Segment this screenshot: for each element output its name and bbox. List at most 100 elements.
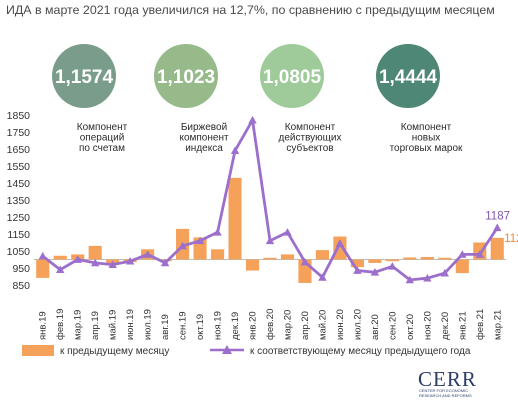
line-point bbox=[300, 257, 310, 266]
x-tick-label: апр.20 bbox=[300, 311, 311, 340]
line-point bbox=[283, 228, 292, 236]
logo-text: CERR bbox=[418, 367, 477, 391]
component-value: 1,1023 bbox=[157, 67, 215, 88]
line-point bbox=[318, 273, 327, 281]
line-point bbox=[73, 255, 82, 263]
bar bbox=[315, 250, 329, 260]
component-label-line: индекса bbox=[185, 143, 223, 154]
component-label-line: Компонент bbox=[77, 122, 128, 133]
bar-end-label: 1127 bbox=[504, 233, 518, 245]
line-point bbox=[108, 260, 117, 268]
bar bbox=[490, 237, 504, 260]
component-value: 1,4444 bbox=[379, 67, 438, 88]
x-tick-label: июн.19 bbox=[125, 309, 136, 340]
line-point bbox=[213, 228, 222, 236]
bar bbox=[333, 236, 347, 260]
line-point bbox=[160, 258, 170, 267]
x-tick-label: апр.19 bbox=[90, 311, 101, 340]
legend-triangle-marker bbox=[222, 345, 232, 354]
bar bbox=[350, 259, 364, 268]
x-tick-label: фев.20 bbox=[265, 309, 276, 340]
line-point bbox=[405, 275, 415, 284]
component-bubble bbox=[376, 44, 440, 108]
bar bbox=[245, 259, 260, 271]
y-tick-label: 1150 bbox=[7, 229, 30, 241]
x-tick-label: янв.20 bbox=[248, 311, 259, 340]
bar bbox=[420, 256, 434, 260]
x-tick-label: ноя.19 bbox=[213, 311, 224, 340]
line-point bbox=[370, 268, 380, 276]
component-bubble bbox=[260, 44, 324, 108]
y-tick-label: 1550 bbox=[7, 161, 31, 173]
component-label-line: Компонент bbox=[401, 122, 452, 133]
bar bbox=[280, 254, 295, 260]
y-tick-label: 1450 bbox=[7, 178, 31, 190]
line-point bbox=[353, 266, 362, 274]
component-bubble bbox=[154, 44, 218, 108]
bar bbox=[263, 257, 277, 260]
bar bbox=[228, 177, 242, 260]
component-label-line: действующих bbox=[279, 133, 342, 144]
x-tick-label: мар.19 bbox=[73, 310, 84, 340]
line-point bbox=[423, 274, 432, 282]
x-tick-label: июл.19 bbox=[143, 309, 154, 340]
y-tick-label: 1650 bbox=[7, 144, 31, 156]
logo-subtext-2: RESEARCH AND REFORMS bbox=[419, 393, 472, 398]
x-tick-label: окт.19 bbox=[195, 314, 206, 340]
line-point bbox=[178, 241, 187, 250]
line-point bbox=[90, 258, 100, 267]
legend-bar-swatch bbox=[22, 345, 54, 356]
bar bbox=[88, 245, 102, 260]
component-label-line: субъектов bbox=[286, 142, 333, 154]
y-tick-label: 850 bbox=[12, 280, 30, 292]
line-point bbox=[248, 115, 257, 124]
component-label-line: операций bbox=[80, 133, 125, 144]
line-point bbox=[335, 239, 345, 247]
line-point bbox=[440, 268, 450, 277]
line-point bbox=[143, 250, 152, 258]
component-label-line: новых bbox=[412, 133, 441, 144]
line-point bbox=[458, 250, 467, 258]
y-tick-label: 1050 bbox=[7, 246, 31, 258]
bar bbox=[438, 257, 452, 260]
line-point bbox=[38, 251, 47, 260]
x-tick-label: июл.20 bbox=[352, 309, 363, 340]
line-point bbox=[125, 257, 135, 265]
component-label-line: Биржевой bbox=[181, 122, 227, 133]
component-label-line: компонент bbox=[179, 133, 229, 144]
y-tick-label: 1250 bbox=[7, 212, 31, 224]
x-tick-label: авг.19 bbox=[160, 314, 171, 340]
x-tick-label: июн.20 bbox=[335, 309, 346, 340]
line-point bbox=[230, 146, 240, 155]
line-point bbox=[195, 236, 205, 245]
component-label-line: по счетам bbox=[79, 143, 125, 154]
bar bbox=[53, 255, 67, 260]
x-tick-label: май.20 bbox=[317, 310, 328, 340]
bar bbox=[403, 257, 417, 260]
component-label-line: Компонент bbox=[285, 122, 336, 133]
x-tick-label: янв.21 bbox=[457, 311, 468, 340]
x-tick-label: фев.21 bbox=[475, 309, 486, 340]
component-value: 1,1574 bbox=[55, 67, 114, 88]
line-point bbox=[56, 265, 65, 274]
legend-line-label: к соответствующему месяцу предыдущего го… bbox=[250, 346, 471, 357]
bar bbox=[211, 249, 225, 260]
line-end-label: 1187 bbox=[485, 211, 510, 223]
x-tick-label: окт.20 bbox=[405, 314, 416, 340]
y-tick-label: 950 bbox=[12, 263, 30, 275]
x-tick-label: дек.19 bbox=[230, 312, 241, 340]
bar bbox=[385, 259, 399, 262]
component-label-line: торговых марок bbox=[390, 143, 463, 154]
bar bbox=[36, 259, 50, 278]
y-tick-label: 1850 bbox=[7, 110, 31, 122]
x-tick-label: ноя.20 bbox=[422, 311, 433, 340]
legend-bar-label: к предыдущему месяцу bbox=[60, 346, 169, 357]
x-tick-label: мар.21 bbox=[492, 310, 503, 340]
component-value: 1,0805 bbox=[263, 67, 322, 88]
y-tick-label: 1350 bbox=[7, 195, 31, 207]
x-tick-label: фев.19 bbox=[55, 309, 66, 340]
line-point bbox=[475, 250, 484, 258]
line-point bbox=[265, 236, 275, 245]
x-tick-label: янв.19 bbox=[38, 311, 49, 340]
